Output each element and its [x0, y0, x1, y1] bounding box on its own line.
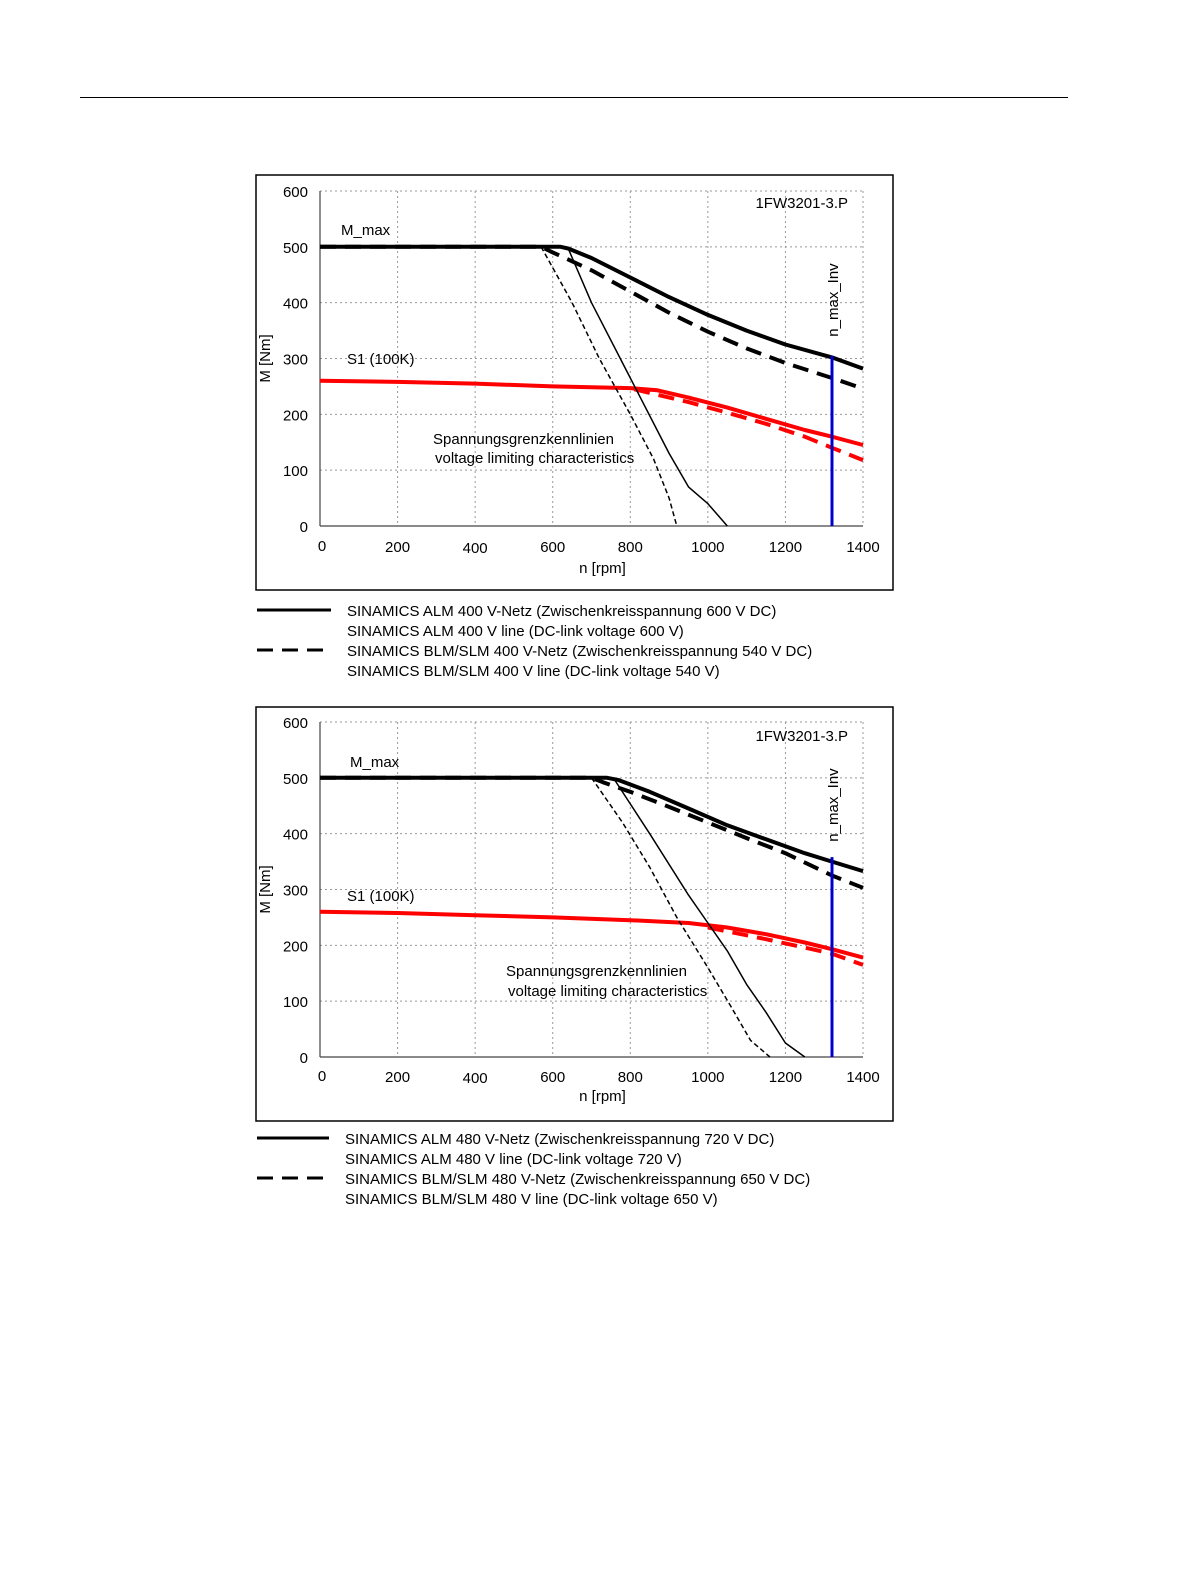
series-line-2 — [319, 378, 864, 447]
x-tick-label: 1400 — [846, 1069, 879, 1086]
x-tick-label: 200 — [385, 539, 410, 556]
x-tick-label: 1400 — [846, 539, 879, 556]
chart-frame — [255, 706, 894, 1122]
series-line-5 — [590, 777, 771, 1058]
legend-text: SINAMICS ALM 480 V line (DC-link voltage… — [345, 1151, 682, 1168]
y-tick-label: 0 — [300, 519, 308, 536]
x-tick-label: 400 — [463, 1070, 488, 1087]
s1-label: S1 (100K) — [347, 888, 415, 905]
n-max-inv-label: n_max_Inv — [825, 768, 842, 842]
series-line-1 — [320, 775, 864, 890]
s1-label: S1 (100K) — [347, 351, 415, 368]
y-axis-label: M [Nm] — [257, 865, 274, 913]
chart-title: 1FW3201-3.P — [755, 728, 848, 745]
y-tick-label: 300 — [283, 352, 308, 369]
series-line-3 — [707, 925, 864, 967]
series-line-2 — [319, 909, 864, 960]
y-tick-label: 100 — [283, 463, 308, 480]
n-max-inv-label: n_max_Inv — [825, 263, 842, 337]
x-tick-label: 600 — [540, 539, 565, 556]
y-tick-label: 100 — [283, 994, 308, 1011]
y-tick-label: 500 — [283, 771, 308, 788]
y-tick-label: 400 — [283, 827, 308, 844]
torque-speed-chart-480v: 0 200 400 600 800 1000 1200 1400 0 100 200 300 400 50… — [255, 706, 894, 1208]
voltage-limit-label-de: Spannungsgrenzkennlinien — [433, 431, 614, 448]
legend-text: SINAMICS ALM 400 V-Netz (Zwischenkreissp… — [347, 603, 776, 620]
x-tick-label: 1000 — [691, 1069, 724, 1086]
legend-text: SINAMICS BLM/SLM 400 V-Netz (Zwischenkre… — [347, 643, 812, 660]
voltage-limit-label-de: Spannungsgrenzkennlinien — [506, 963, 687, 980]
x-tick-label: 800 — [618, 539, 643, 556]
x-tick-label: 0 — [318, 538, 326, 555]
series-line-1 — [320, 244, 864, 391]
legend-text: SINAMICS BLM/SLM 480 V-Netz (Zwischenkre… — [345, 1171, 810, 1188]
x-tick-label: 0 — [318, 1068, 326, 1085]
y-tick-label: 0 — [300, 1050, 308, 1067]
y-tick-label: 500 — [283, 240, 308, 257]
chart-frame — [255, 174, 894, 591]
x-tick-label: 200 — [385, 1069, 410, 1086]
voltage-limit-label-en: voltage limiting characteristics — [508, 983, 707, 1000]
legend-text: SINAMICS ALM 480 V-Netz (Zwischenkreissp… — [345, 1131, 774, 1148]
y-axis-label: M [Nm] — [257, 334, 274, 382]
series-line-3 — [633, 387, 864, 462]
x-tick-label: 800 — [618, 1069, 643, 1086]
y-tick-label: 600 — [283, 184, 308, 201]
header-rule — [80, 97, 1068, 98]
legend-text: SINAMICS ALM 400 V line (DC-link voltage… — [347, 623, 684, 640]
torque-speed-chart-400v: 0 200 400 600 800 1000 1200 1400 0 100 200 300 400 50… — [255, 174, 894, 680]
series-line-4 — [567, 248, 728, 527]
y-tick-label: 200 — [283, 407, 308, 424]
series-line-0 — [320, 775, 864, 874]
x-tick-label: 1200 — [769, 539, 802, 556]
x-tick-label: 600 — [540, 1069, 565, 1086]
legend-text: SINAMICS BLM/SLM 400 V line (DC-link vol… — [347, 663, 720, 680]
legend-text: SINAMICS BLM/SLM 480 V line (DC-link vol… — [345, 1191, 718, 1208]
y-tick-label: 300 — [283, 883, 308, 900]
m-max-label: M_max — [341, 222, 391, 239]
y-tick-label: 600 — [283, 715, 308, 732]
x-tick-label: 400 — [463, 540, 488, 557]
series-line-0 — [320, 244, 864, 371]
series-line-5 — [540, 246, 678, 527]
x-axis-label: n [rpm] — [579, 560, 626, 577]
x-tick-label: 1200 — [769, 1069, 802, 1086]
series-line-4 — [614, 779, 806, 1058]
x-axis-label: n [rpm] — [579, 1088, 626, 1105]
x-tick-label: 1000 — [691, 539, 724, 556]
m-max-label: M_max — [350, 754, 400, 771]
chart-title: 1FW3201-3.P — [755, 195, 848, 212]
y-tick-label: 200 — [283, 938, 308, 955]
y-tick-label: 400 — [283, 296, 308, 313]
voltage-limit-label-en: voltage limiting characteristics — [435, 450, 634, 467]
